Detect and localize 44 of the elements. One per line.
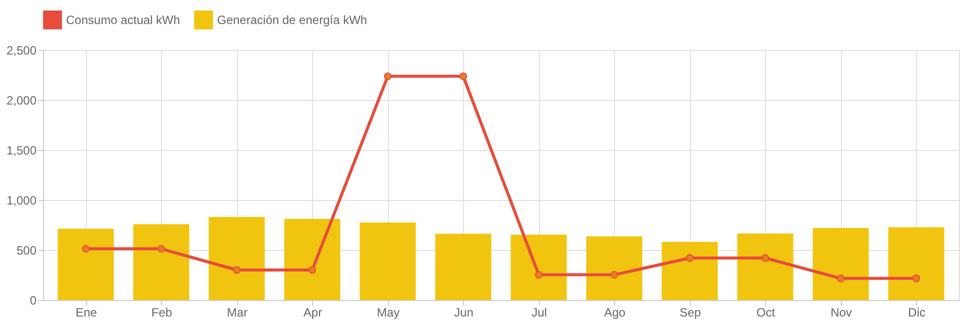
x-tick-label: Oct <box>756 306 776 320</box>
point <box>157 244 166 253</box>
x-tick-label: Feb <box>151 306 172 320</box>
x-tick-label: Nov <box>830 306 852 320</box>
x-tick-label: Apr <box>303 306 322 320</box>
y-tick-label: 1,000 <box>6 194 37 208</box>
point <box>761 254 770 262</box>
bar <box>208 217 265 300</box>
y-tick-label: 2,500 <box>6 44 37 58</box>
bar <box>888 227 944 300</box>
bar <box>133 224 190 300</box>
point <box>232 266 241 274</box>
bar <box>737 234 794 300</box>
legend-label: Generación de energía kWh <box>217 12 368 27</box>
bar <box>58 228 114 300</box>
bar <box>284 218 340 300</box>
bar <box>510 234 567 300</box>
point <box>686 254 694 262</box>
x-tick-label: Mar <box>226 306 248 320</box>
point <box>308 266 316 274</box>
y-tick-label: 2,000 <box>6 94 37 108</box>
x-tick-label: Sep <box>680 306 702 320</box>
x-tick-label: Ago <box>604 306 626 320</box>
y-tick-label: 0 <box>30 294 37 308</box>
x-tick-label: Ene <box>76 306 98 320</box>
legend-label: Consumo actual kWh <box>66 12 180 27</box>
bar <box>435 234 492 300</box>
bar <box>360 222 416 300</box>
x-tick-label: May <box>376 306 400 320</box>
point <box>534 270 543 279</box>
bar <box>662 242 718 300</box>
point <box>459 72 468 80</box>
y-tick-label: 500 <box>16 244 37 258</box>
point <box>912 274 920 282</box>
bar <box>586 236 642 300</box>
x-tick-label: Jun <box>454 306 474 320</box>
x-tick-label: Jul <box>532 306 547 320</box>
point <box>836 274 845 282</box>
point <box>610 270 618 279</box>
point <box>82 244 90 253</box>
y-tick-label: 1,500 <box>6 144 37 158</box>
bar <box>812 228 869 300</box>
point <box>384 72 392 80</box>
x-tick-label: Dic <box>908 306 926 320</box>
